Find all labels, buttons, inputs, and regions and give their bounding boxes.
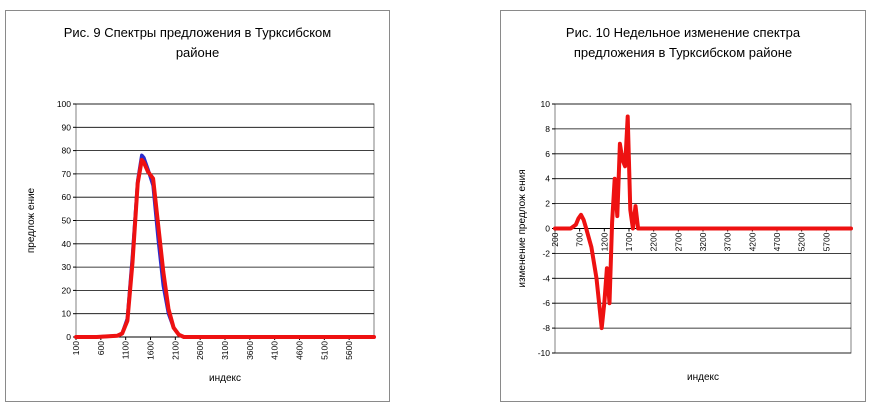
y-tick-label: 6 [545,149,550,159]
chart-title-line-2: районе [175,45,220,60]
x-tick-label: 600 [96,341,106,355]
y-tick-label: -8 [542,323,550,333]
y-tick-label: 70 [62,169,72,179]
series-line-1 [553,114,853,331]
x-tick-label: 3700 [723,232,733,251]
x-tick-label: 2700 [673,232,683,251]
y-tick-label: 20 [62,285,72,295]
chart-title-line-1: Рис. 9 Спектры предложения в Турксибском [63,25,332,40]
chart-title-line-2: предложения в Турксибском районе [573,45,793,60]
x-tick-label: 3100 [220,341,230,360]
x-tick-label: 2600 [195,341,205,360]
y-tick-label: 2 [545,199,550,209]
chart-panel-weekly-change: Рис. 10 Недельное изменение спектра пред… [500,10,866,402]
x-tick-label: 5700 [821,232,831,251]
x-tick-label: 5200 [797,232,807,251]
x-tick-label: 2200 [649,232,659,251]
x-tick-label: 5100 [319,341,329,360]
y-tick-label: 50 [62,216,72,226]
y-tick-label: 10 [541,99,551,109]
y-tick-label: -2 [542,248,550,258]
x-tick-label: 700 [575,232,585,246]
x-tick-label: 4200 [747,232,757,251]
y-tick-label: 100 [57,99,71,109]
x-tick-label: 4700 [772,232,782,251]
y-tick-label: 10 [62,309,72,319]
y-axis-label: изменение предлож ения [517,169,528,287]
chart-plot-weekly-change: -10 -8 -6 -4 -2 0 2 4 6 8 10 200 700 1200 1700 2200 2700… [517,99,853,383]
y-tick-label: 40 [62,239,72,249]
y-tick-label: 4 [545,174,550,184]
y-tick-label: 90 [62,122,72,132]
x-tick-label: 5600 [344,341,354,360]
x-tick-label: 4600 [295,341,305,360]
chart-title: Рис. 9 Спектры предложения в Турксибском… [6,23,389,63]
x-axis-label: индекс [209,373,241,384]
x-tick-label: 1700 [624,232,634,251]
x-tick-label: 1200 [599,232,609,251]
x-tick-label: 4100 [270,341,280,360]
x-tick-label: 3200 [698,232,708,251]
x-tick-label: 100 [71,341,81,355]
series-line-2 [74,157,376,339]
chart-panel-supply-spectra: Рис. 9 Спектры предложения в Турксибском… [5,10,390,402]
chart-plot-supply-spectra: 0 10 20 30 40 50 60 70 80 90 100 100 600 1100 1600 2100… [26,99,376,384]
y-tick-label: 0 [66,332,71,342]
y-tick-label: 30 [62,262,72,272]
y-tick-label: -6 [542,298,550,308]
y-tick-label: -4 [542,273,550,283]
x-tick-label: 1600 [146,341,156,360]
x-tick-label: 3600 [245,341,255,360]
x-tick-label: 2100 [170,341,180,360]
y-tick-label: 8 [545,124,550,134]
chart-title-line-1: Рис. 10 Недельное изменение спектра [565,25,801,40]
x-tick-label: 1100 [121,341,131,360]
y-tick-label: -10 [538,348,551,358]
x-tick-label: 200 [550,232,560,246]
y-axis-label: предлож ение [26,187,37,253]
y-tick-label: 60 [62,192,72,202]
y-tick-label: 0 [545,224,550,234]
chart-title: Рис. 10 Недельное изменение спектра пред… [501,23,865,63]
x-axis-label: индекс [687,372,719,383]
y-tick-label: 80 [62,146,72,156]
